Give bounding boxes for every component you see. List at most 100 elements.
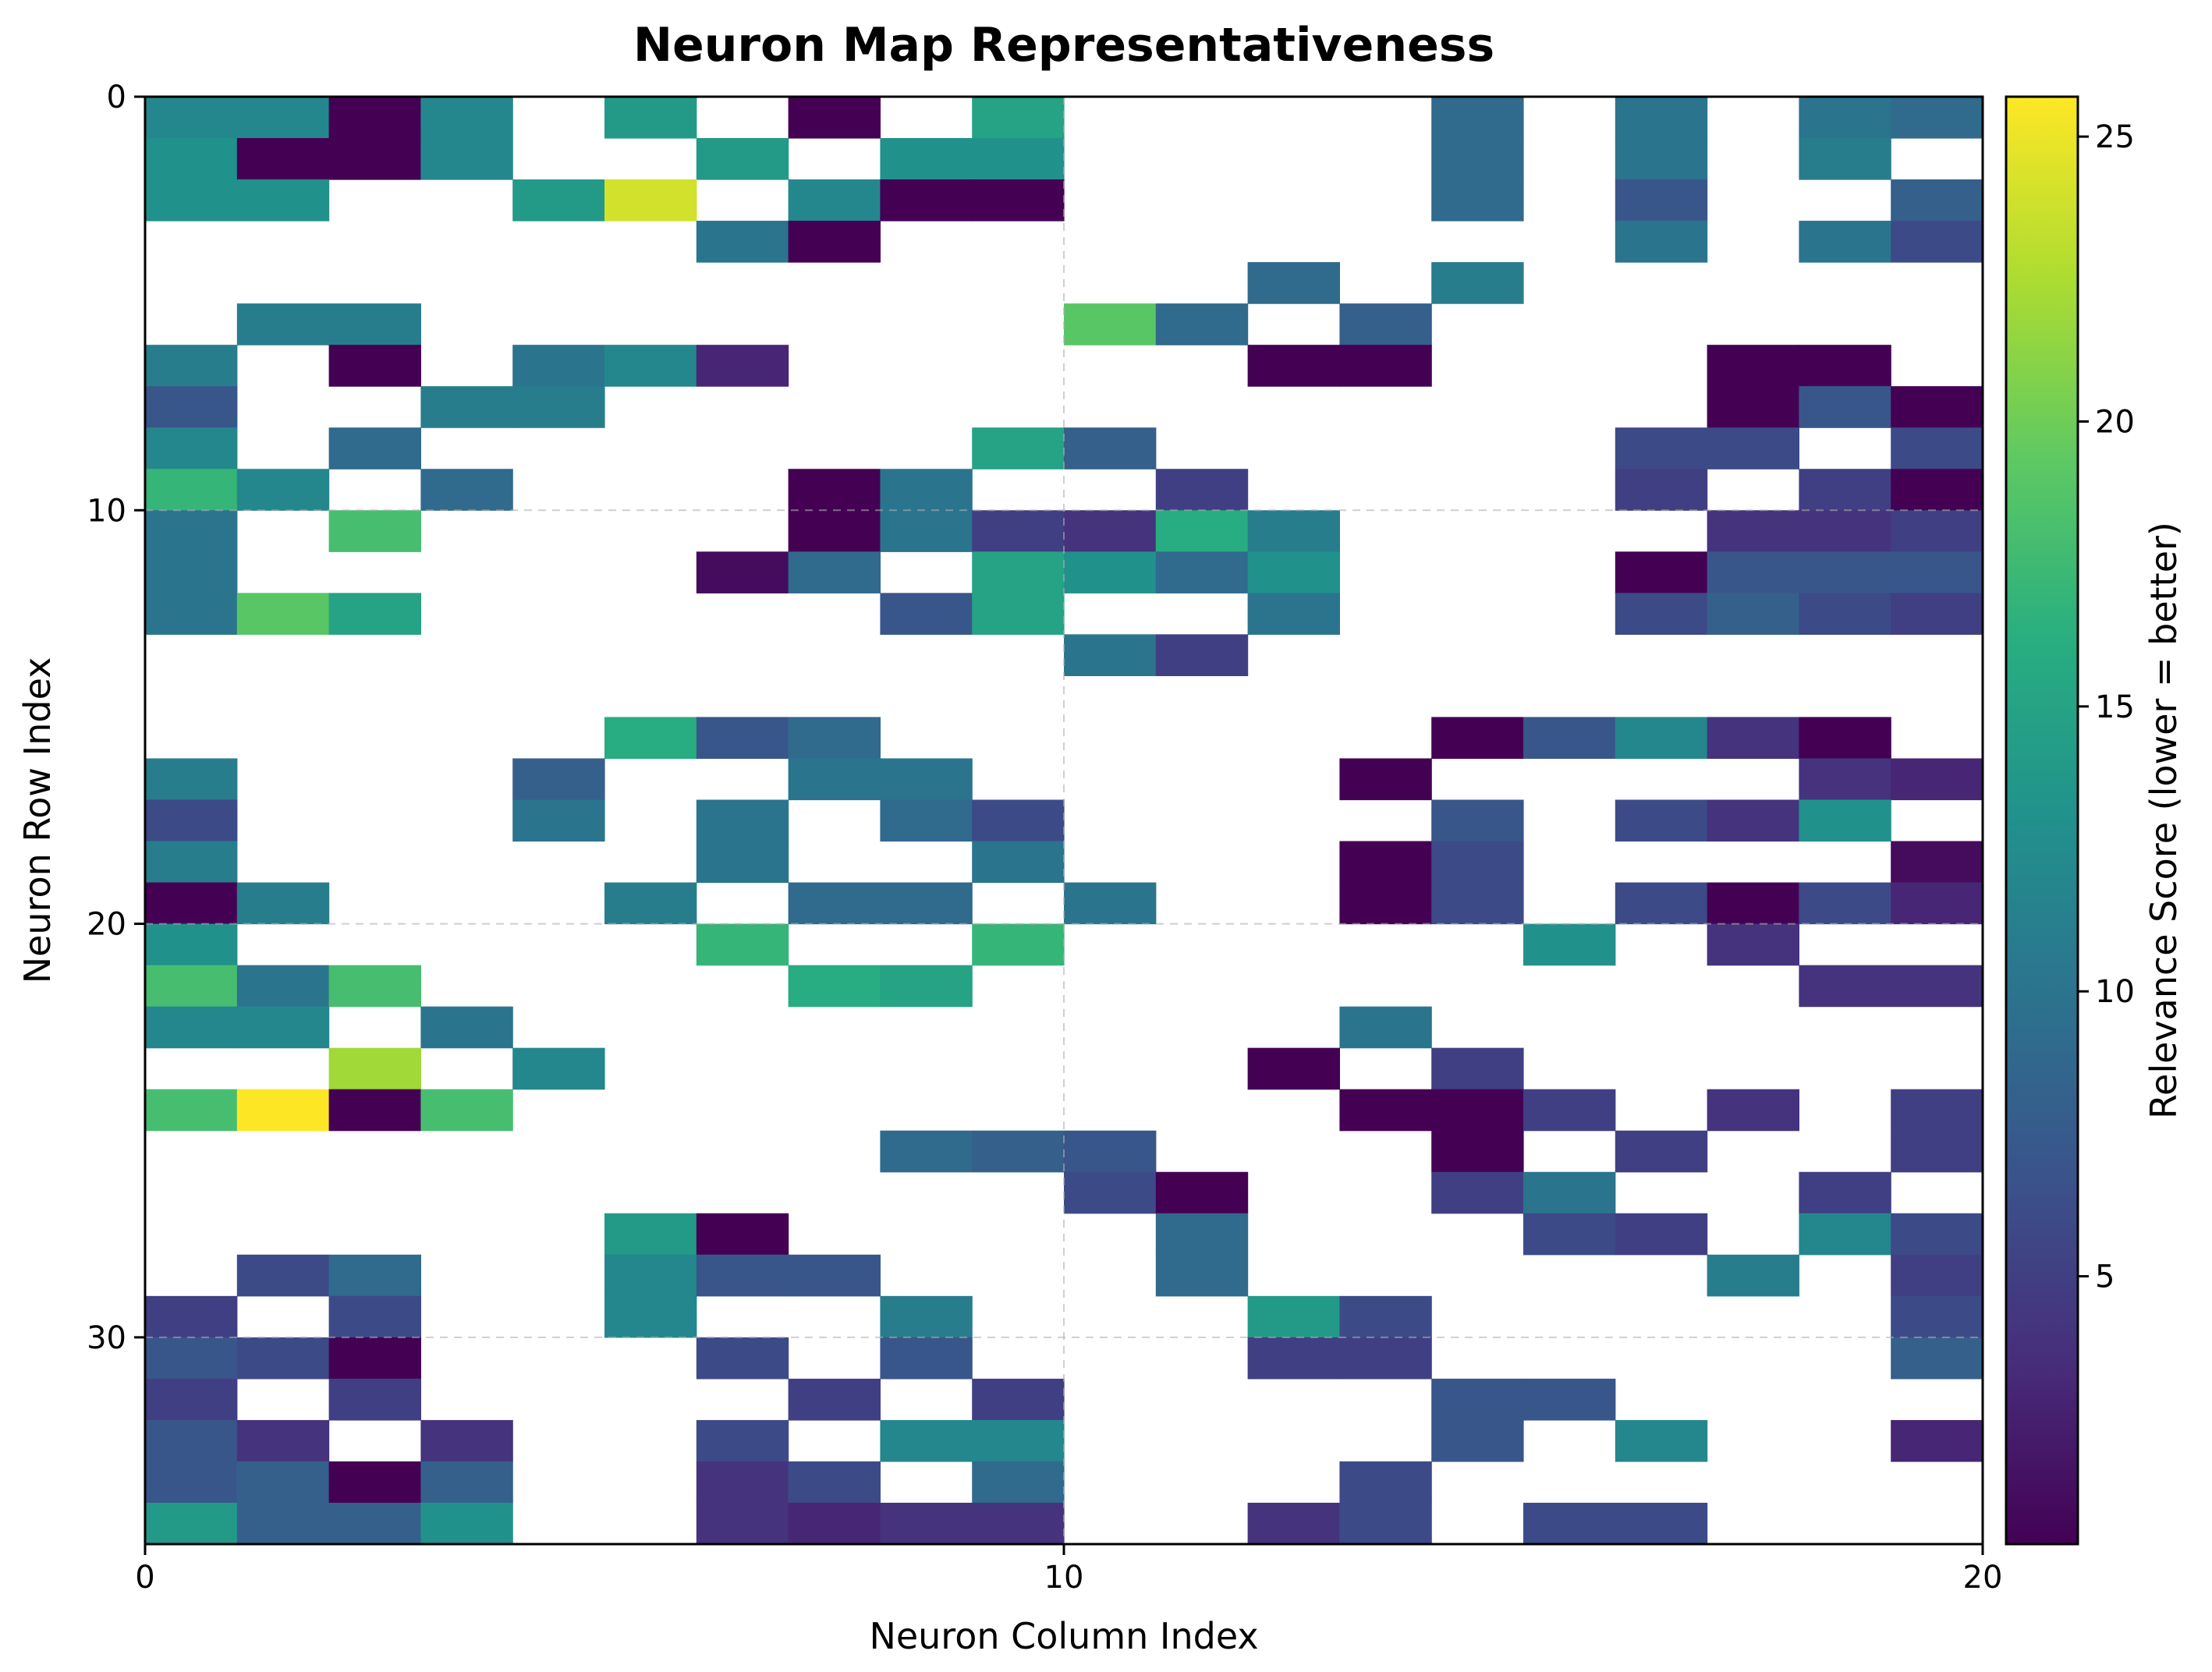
heatmap-cell <box>604 97 697 139</box>
heatmap-cell <box>1431 1047 1524 1090</box>
heatmap-cell <box>1431 1089 1524 1132</box>
heatmap-cell <box>145 841 238 884</box>
heatmap-cell <box>145 97 238 139</box>
heatmap-cell <box>1431 882 1524 925</box>
heatmap-cell <box>1064 1171 1157 1214</box>
heatmap-cell <box>604 345 697 387</box>
heatmap-cell <box>696 1502 789 1545</box>
heatmap-cell <box>1431 1378 1524 1421</box>
heatmap-cell <box>236 965 330 1008</box>
heatmap-cell <box>1155 1171 1249 1214</box>
heatmap-cell <box>1523 1378 1616 1421</box>
colorbar-tick-label: 20 <box>2095 405 2135 441</box>
heatmap-cell <box>1891 1295 1983 1338</box>
heatmap-cell <box>1064 551 1157 593</box>
heatmap-cell <box>1799 1213 1891 1256</box>
x-axis-label: Neuron Column Index <box>869 1615 1258 1657</box>
heatmap-cell <box>328 345 421 387</box>
heatmap-cell <box>236 1419 330 1462</box>
heatmap-cell <box>696 923 789 966</box>
heatmap-cell <box>512 1047 605 1090</box>
heatmap-cell <box>604 179 697 221</box>
heatmap-cell <box>1339 758 1432 801</box>
heatmap-cell <box>604 1295 697 1338</box>
heatmap-cell <box>236 1502 330 1545</box>
heatmap-cells <box>145 97 1983 1545</box>
heatmap-cell <box>1155 1213 1249 1256</box>
heatmap-cell <box>1339 1337 1432 1380</box>
heatmap-cell <box>696 221 789 263</box>
heatmap-cell <box>328 97 421 139</box>
heatmap-cell <box>1891 1337 1983 1380</box>
heatmap-cell <box>1707 551 1799 593</box>
heatmap-cell <box>236 179 330 221</box>
heatmap-cell <box>880 593 973 635</box>
heatmap-cell <box>1247 1295 1340 1338</box>
heatmap-cell <box>145 1502 238 1545</box>
heatmap-cell <box>1615 97 1708 139</box>
heatmap-cell <box>1891 97 1983 139</box>
heatmap-cell <box>145 923 238 966</box>
heatmap-cell <box>1615 221 1708 263</box>
colorbar <box>2005 95 2079 1546</box>
heatmap-cell <box>880 138 973 180</box>
heatmap-cell <box>880 1295 973 1338</box>
heatmap-cell <box>1247 1047 1340 1090</box>
heatmap-cell <box>1891 882 1983 925</box>
heatmap-cell <box>1339 1006 1432 1049</box>
heatmap-cell <box>145 179 238 221</box>
heatmap-cell <box>880 179 973 221</box>
heatmap-cell <box>1799 551 1891 593</box>
heatmap-cell <box>1155 303 1249 345</box>
heatmap-cell <box>512 345 605 387</box>
heatmap-cell <box>420 469 513 511</box>
heatmap-cell <box>696 1461 789 1504</box>
heatmap-cell <box>788 758 881 801</box>
heatmap-cell <box>788 1254 881 1297</box>
colorbar-tick-label: 5 <box>2095 1259 2115 1295</box>
heatmap-cell <box>236 469 330 511</box>
y-tick-label: 0 <box>107 80 126 115</box>
x-tick-label: 10 <box>1044 1560 1084 1596</box>
colorbar-tick-label: 15 <box>2095 689 2135 725</box>
heatmap-cell <box>1799 97 1891 139</box>
heatmap-cell <box>145 593 238 635</box>
heatmap-cell <box>236 138 330 180</box>
heatmap-cell <box>788 965 881 1008</box>
heatmap-cell <box>604 717 697 760</box>
heatmap-cell <box>1891 386 1983 428</box>
heatmap-cell <box>1615 551 1708 593</box>
heatmap-cell <box>328 1047 421 1090</box>
heatmap-cell <box>328 1378 421 1421</box>
heatmap-cell <box>696 841 789 884</box>
heatmap-cell <box>145 758 238 801</box>
y-axis-label: Neuron Row Index <box>16 657 58 984</box>
heatmap-cell <box>1523 1171 1616 1214</box>
heatmap-cell <box>972 1130 1065 1173</box>
heatmap-cell <box>145 1378 238 1421</box>
heatmap-cell <box>788 469 881 511</box>
heatmap-cell <box>1431 1419 1524 1462</box>
heatmap-cell <box>512 179 605 221</box>
heatmap-cell <box>972 1378 1065 1421</box>
heatmap-cell <box>696 799 789 842</box>
heatmap-cell <box>788 179 881 221</box>
heatmap-cell <box>1247 262 1340 304</box>
heatmap-cell <box>1799 138 1891 180</box>
heatmap-cell <box>1247 345 1340 387</box>
heatmap-cell <box>1247 551 1340 593</box>
heatmap-cell <box>1431 262 1524 304</box>
heatmap-cell <box>512 386 605 428</box>
heatmap-cell <box>145 799 238 842</box>
colorbar-ticks: 5 10 15 20 25 <box>2078 119 2135 1295</box>
heatmap-cell <box>1891 551 1983 593</box>
colorbar-tick-label: 25 <box>2095 119 2135 155</box>
heatmap-cell <box>1891 179 1983 221</box>
heatmap-cell <box>1339 303 1432 345</box>
heatmap-cell <box>1155 469 1249 511</box>
heatmap-cell <box>1707 386 1799 428</box>
heatmap-cell <box>880 1502 973 1545</box>
heatmap-cell <box>1523 1089 1616 1132</box>
heatmap-cell <box>420 1006 513 1049</box>
